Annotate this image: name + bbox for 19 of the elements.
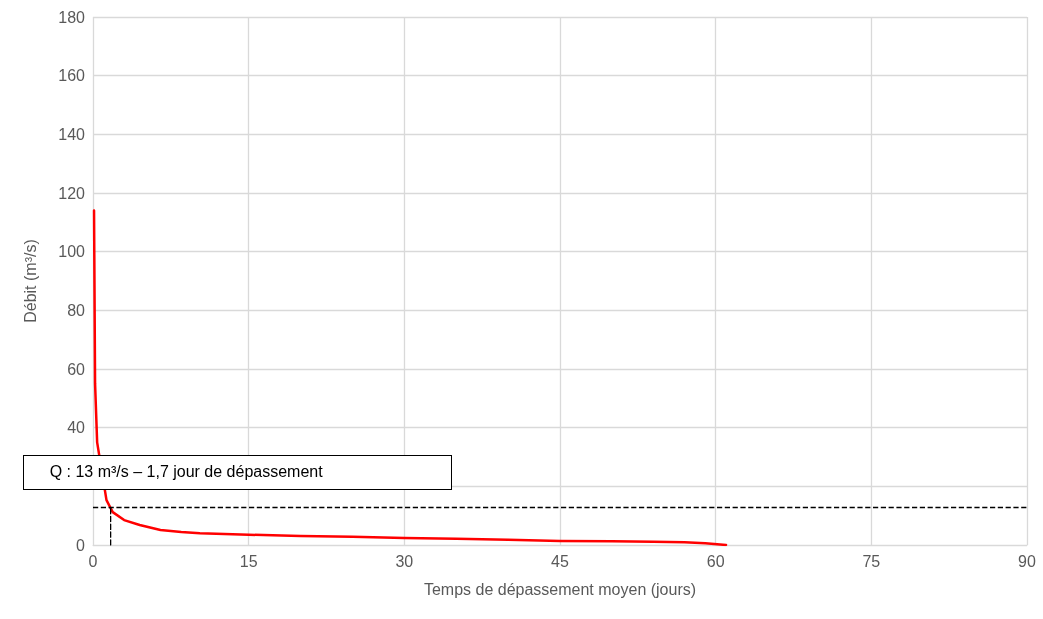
y-tick-label: 180 [58,8,86,26]
x-tick-label: 0 [88,552,98,570]
x-tick-label: 75 [862,552,881,570]
annotation: Q : 13 m³/s – 1,7 jour de dépassement [49,461,323,482]
y-tick-label: 80 [67,301,86,319]
y-tick-label: 120 [58,184,86,202]
x-axis-title: Temps de dépassement moyen (jours) [423,580,697,598]
x-tick-label: 30 [395,552,414,570]
y-tick-label: 100 [58,243,86,261]
y-tick-label: 160 [58,67,86,85]
x-tick-label: 60 [706,552,725,570]
y-tick-label: 40 [67,419,86,437]
y-tick-label: 60 [67,360,86,378]
x-tick-label: 15 [239,552,258,570]
x-tick-label: 45 [551,552,569,570]
y-tick-label: 0 [76,536,86,554]
y-axis-title: Débit (m³/s) [21,239,39,323]
y-tick-label: 140 [58,125,86,143]
x-tick-label: 90 [1018,552,1036,570]
